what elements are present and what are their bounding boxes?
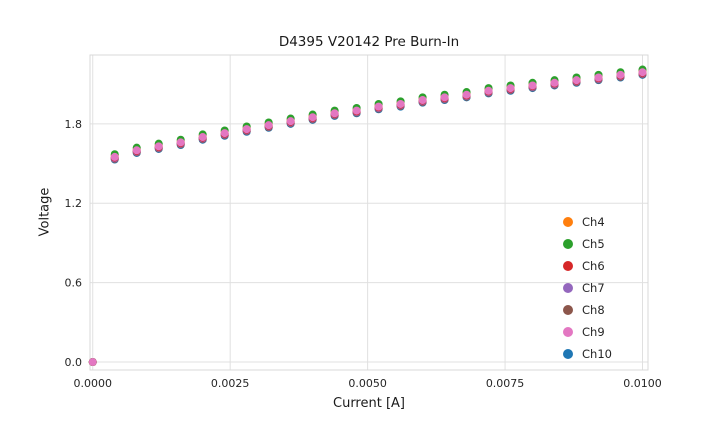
y-tick-label: 1.8 (65, 118, 83, 131)
legend-label-ch10: Ch10 (582, 347, 612, 361)
legend-label-ch7: Ch7 (582, 281, 605, 295)
legend-marker-ch6 (563, 261, 573, 271)
legend-marker-ch7 (563, 283, 573, 293)
gridlines (90, 55, 648, 370)
plot-border (89, 54, 649, 371)
y-axis-label: Voltage (37, 187, 53, 237)
x-tick-label: 0.0025 (211, 377, 250, 390)
y-tick-label: 0.6 (65, 277, 83, 290)
x-tick-label: 0.0050 (348, 377, 387, 390)
y-tick-label: 0.0 (65, 356, 83, 369)
legend-marker-ch4 (563, 217, 573, 227)
legend-label-ch5: Ch5 (582, 237, 605, 251)
x-tick-label: 0.0100 (623, 377, 662, 390)
x-axis-label: Current [A] (333, 396, 405, 411)
legend-marker-ch5 (563, 239, 573, 249)
legend-label-ch4: Ch4 (582, 215, 605, 229)
legend-marker-ch8 (563, 305, 573, 315)
x-tick-label: 0.0000 (73, 377, 112, 390)
legend-label-ch9: Ch9 (582, 325, 605, 339)
legend: Ch4 Ch5 Ch6 Ch7 Ch8 Ch9 Ch10 (563, 215, 612, 361)
y-tick-label: 1.2 (65, 197, 83, 210)
legend-marker-ch10 (563, 349, 573, 359)
legend-label-ch6: Ch6 (582, 259, 605, 273)
chart-title: D4395 V20142 Pre Burn-In (278, 34, 460, 50)
legend-label-ch8: Ch8 (582, 303, 605, 317)
legend-marker-ch9 (563, 327, 573, 337)
x-tick-label: 0.0075 (486, 377, 525, 390)
series-ch9 (88, 68, 647, 367)
